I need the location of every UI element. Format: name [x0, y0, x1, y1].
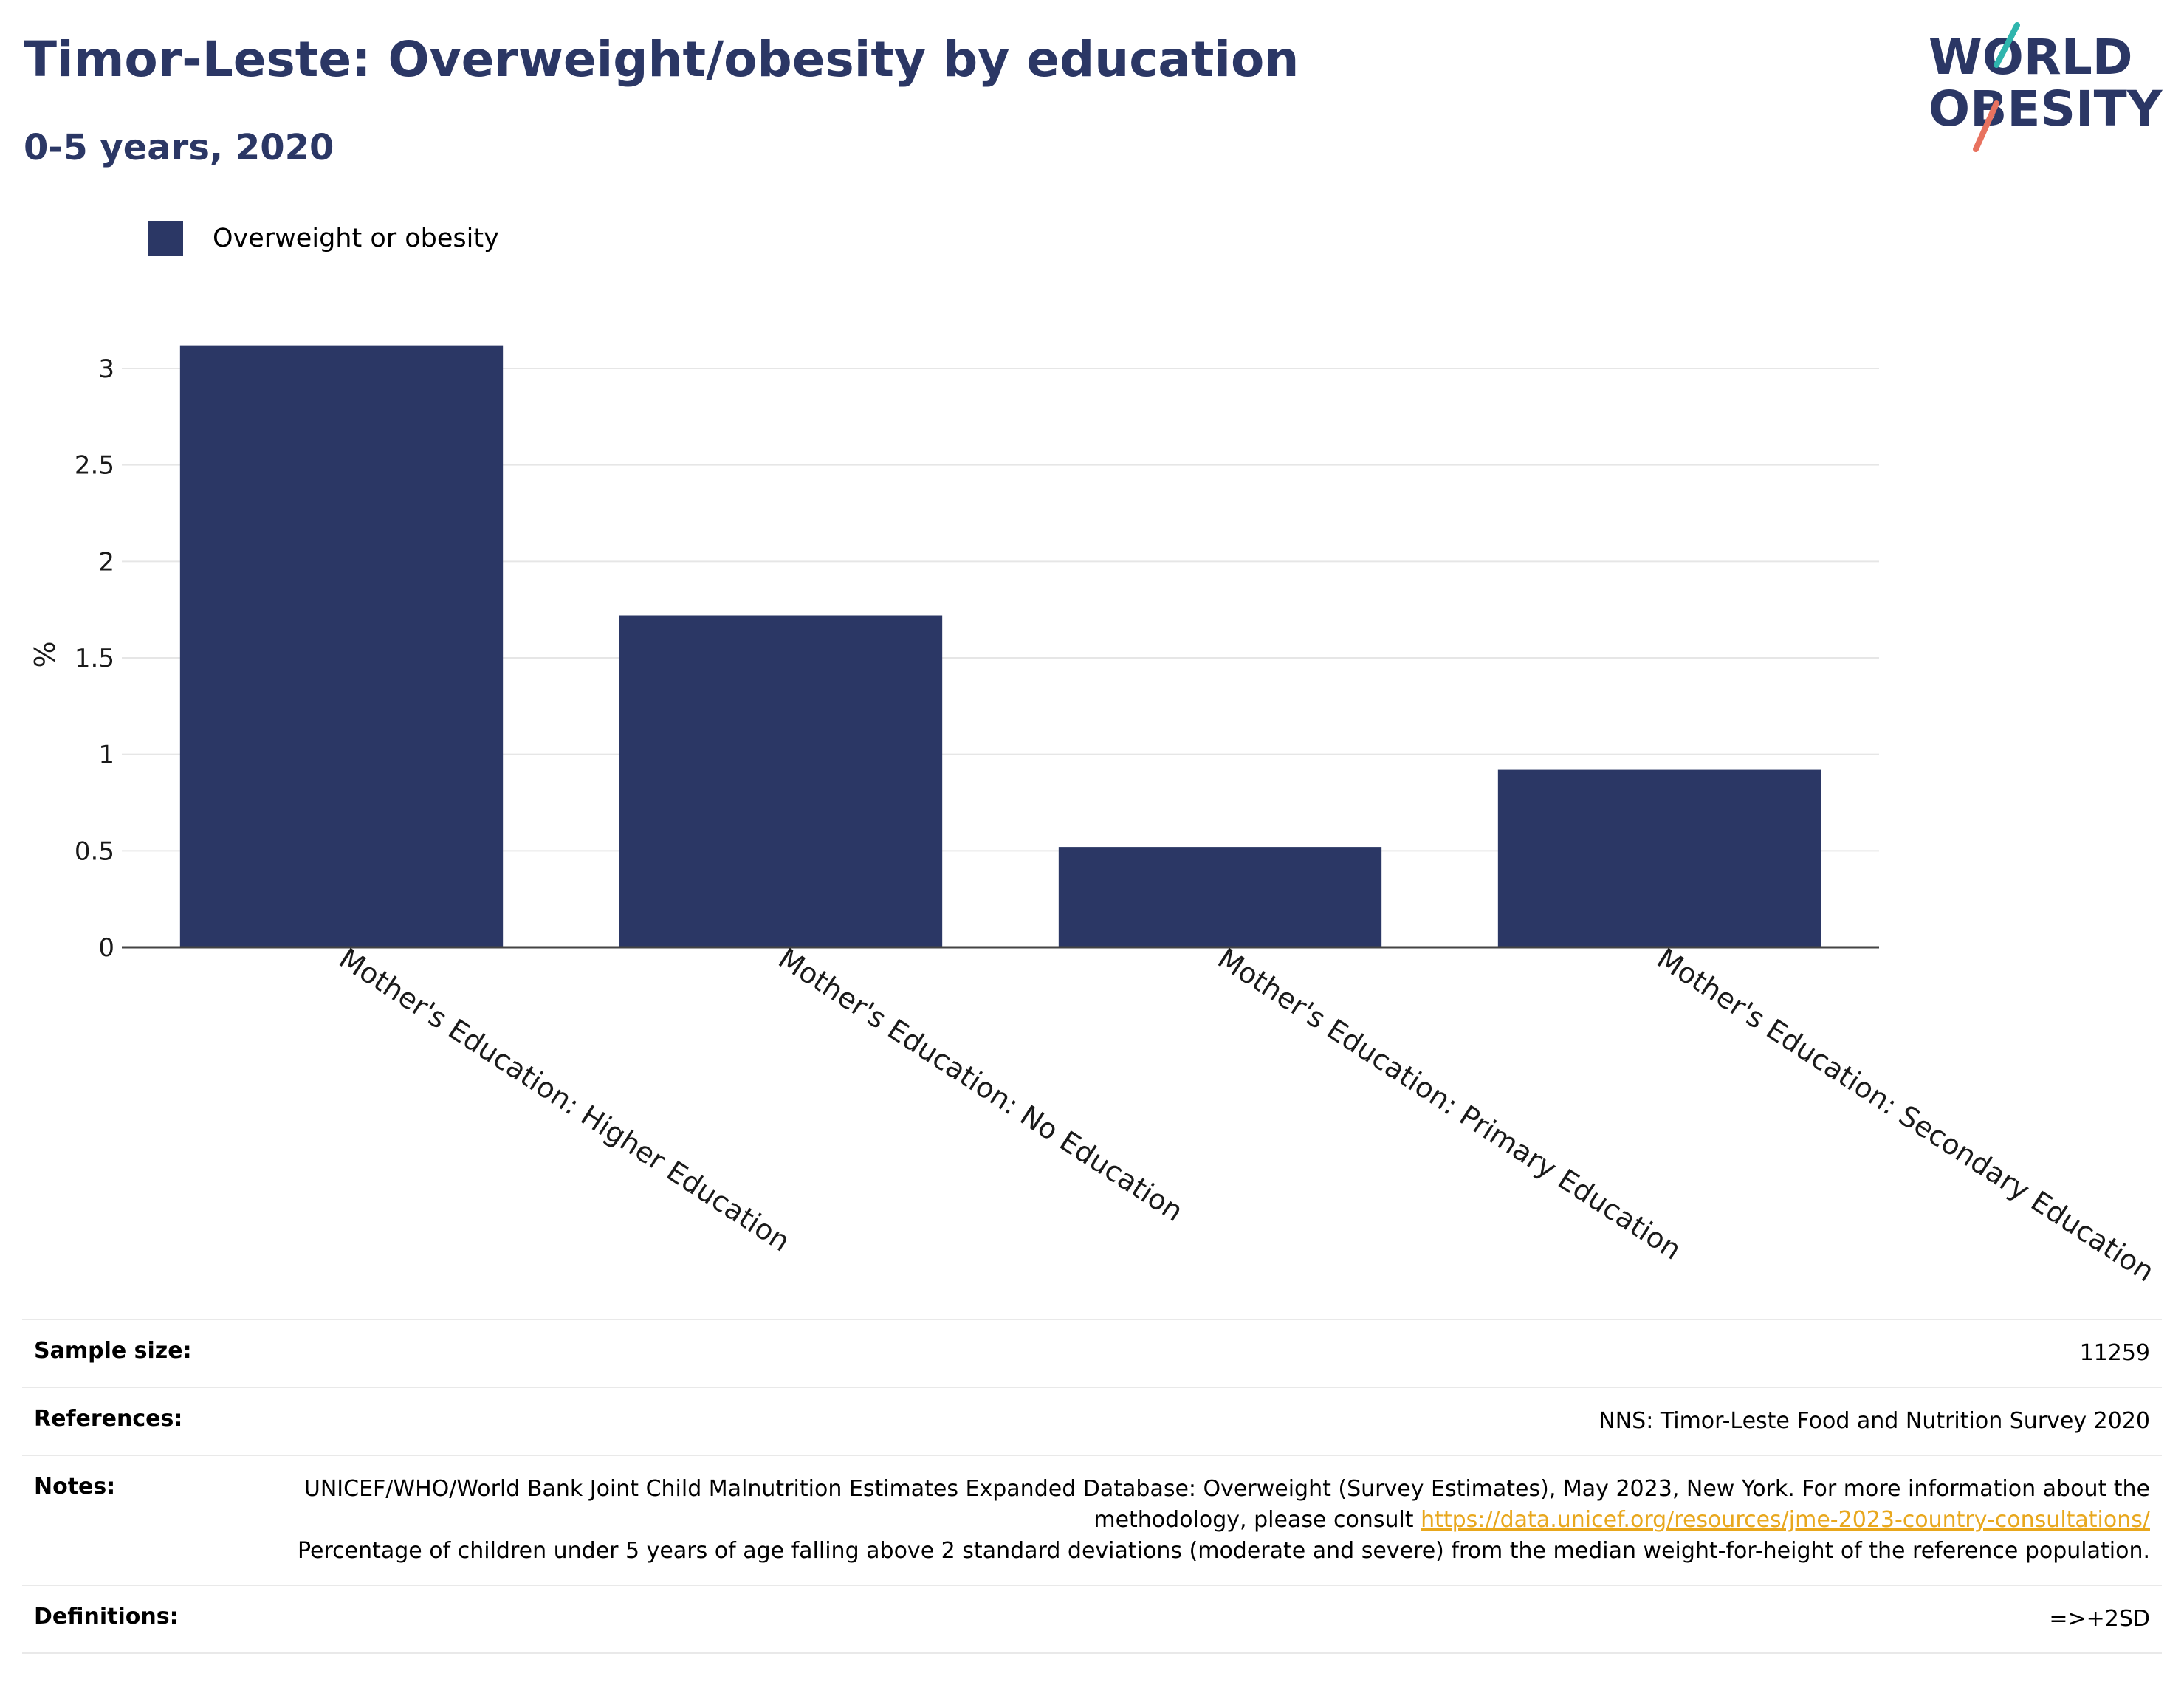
world-obesity-logo: WORLD OBESITY	[1929, 22, 2163, 152]
sample-size-value: 11259	[267, 1319, 2162, 1388]
logo-slash-bottom	[1973, 100, 1999, 152]
chart-legend: Overweight or obesity	[148, 220, 499, 257]
bar-chart: 0 0.5 1 1.5 2 2.5 3 Mother's Education: Higher…	[29, 345, 2160, 1288]
y-tick-label: 2.5	[75, 451, 114, 481]
x-tick-labels: Mother's Education: Higher EducationMoth…	[334, 942, 2160, 1288]
notes-row: Notes: UNICEF/WHO/World Bank Joint Child…	[22, 1455, 2162, 1586]
x-tick-label: Mother's Education: Primary Education	[1212, 942, 1687, 1266]
notes-definition-text: Percentage of children under 5 years of …	[297, 1538, 2150, 1564]
notes-text: UNICEF/WHO/World Bank Joint Child Malnut…	[303, 1476, 2150, 1533]
sample-size-label: Sample size:	[22, 1319, 267, 1388]
methodology-link[interactable]: https://data.unicef.org/resources/jme-20…	[1421, 1507, 2150, 1533]
sample-size-row: Sample size: 11259	[22, 1319, 2162, 1388]
y-axis-label: %	[29, 641, 61, 667]
x-tick-label: Mother's Education: Secondary Education	[1652, 942, 2160, 1288]
y-tick-label: 1	[98, 741, 114, 770]
logo-line-world: WORLD	[1929, 29, 2133, 86]
definitions-row: Definitions: =>+2SD	[22, 1585, 2162, 1654]
y-tick-label: 2	[98, 547, 114, 577]
y-tick-label: 0.5	[75, 837, 114, 866]
chart-title: Timor-Leste: Overweight/obesity by educa…	[24, 31, 1299, 88]
definitions-value: =>+2SD	[267, 1585, 2162, 1654]
references-label: References:	[22, 1387, 267, 1456]
chart-subtitle: 0-5 years, 2020	[24, 127, 334, 168]
y-tick-label: 3	[98, 354, 114, 384]
bar	[619, 615, 943, 947]
definitions-label: Definitions:	[22, 1585, 267, 1654]
notes-value: UNICEF/WHO/World Bank Joint Child Malnut…	[267, 1455, 2162, 1586]
bar	[179, 345, 504, 947]
y-tick-labels: 0 0.5 1 1.5 2 2.5 3	[75, 354, 114, 963]
bar	[1497, 769, 1821, 947]
legend-label: Overweight or obesity	[213, 224, 499, 253]
y-tick-label: 1.5	[75, 644, 114, 673]
legend-swatch	[148, 221, 183, 256]
y-tick-label: 0	[98, 933, 114, 963]
logo-line-obesity: OBESITY	[1929, 80, 2163, 137]
bar	[1058, 847, 1382, 947]
x-tick-label: Mother's Education: Higher Education	[334, 942, 796, 1258]
references-row: References: NNS: Timor-Leste Food and Nu…	[22, 1387, 2162, 1456]
references-value: NNS: Timor-Leste Food and Nutrition Surv…	[267, 1387, 2162, 1456]
info-table: Sample size: 11259 References: NNS: Timo…	[22, 1319, 2162, 1654]
bars	[179, 345, 1821, 947]
notes-label: Notes:	[22, 1455, 267, 1586]
logo-slash-top	[1994, 22, 2020, 68]
x-tick-label: Mother's Education: No Education	[773, 942, 1189, 1228]
